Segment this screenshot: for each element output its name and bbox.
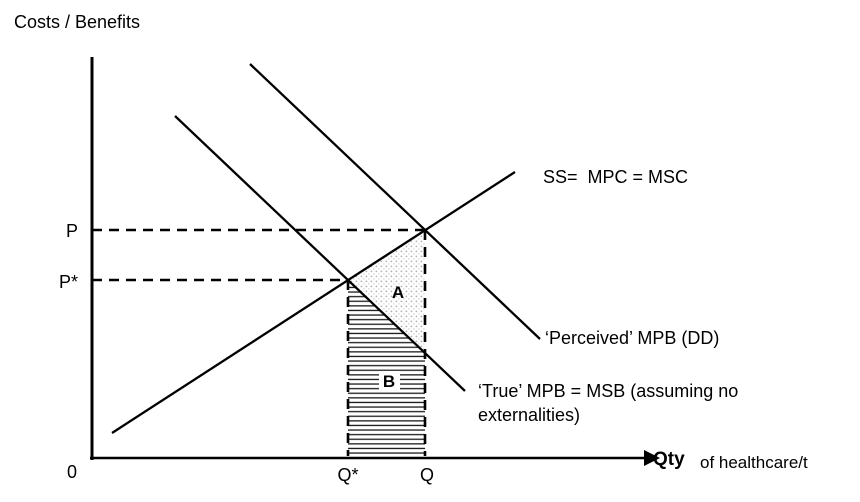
perceived-mpb-label: ‘Perceived’ MPB (DD) bbox=[545, 328, 719, 348]
origin-label: 0 bbox=[67, 462, 77, 482]
area-a-region bbox=[348, 230, 425, 353]
qty-q-label: Q bbox=[420, 465, 434, 485]
area-b-label-bg bbox=[379, 371, 400, 391]
supply-curve-line bbox=[111, 171, 516, 434]
price-p-label: P bbox=[66, 221, 78, 241]
true-mpb-line bbox=[174, 115, 466, 392]
area-b-label: B bbox=[383, 372, 395, 391]
x-axis-qty-label: Qty bbox=[653, 449, 685, 470]
area-a-label: A bbox=[392, 283, 404, 302]
perceived-mpb-line bbox=[249, 63, 541, 340]
true-mpb-label-line2: externalities) bbox=[478, 405, 580, 425]
supply-curve-label: SS= MPC = MSC bbox=[543, 167, 688, 187]
area-b-region bbox=[348, 280, 425, 455]
y-axis-title: Costs / Benefits bbox=[14, 12, 140, 32]
price-pstar-label: P* bbox=[59, 272, 78, 292]
x-axis-unit-label: of healthcare/t bbox=[700, 453, 808, 472]
x-axis-arrowhead bbox=[644, 450, 660, 466]
qty-qstar-label: Q* bbox=[337, 465, 358, 485]
true-mpb-label-line1: ‘True’ MPB = MSB (assuming no bbox=[478, 381, 738, 401]
